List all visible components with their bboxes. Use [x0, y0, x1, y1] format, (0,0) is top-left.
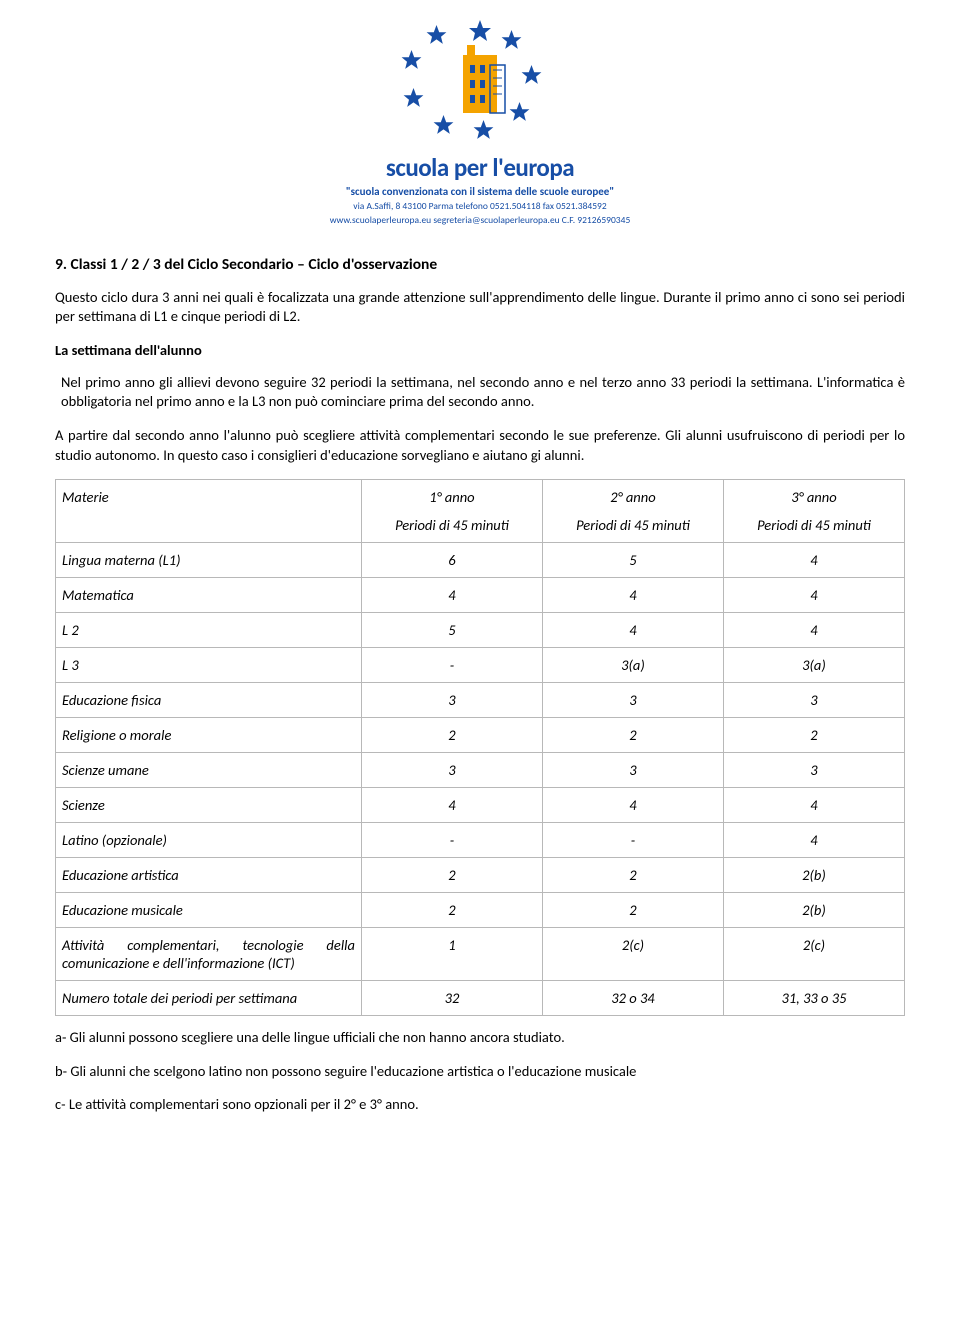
- header-year3-label: 3° anno: [730, 488, 898, 506]
- cell-year3: 2(b): [723, 858, 904, 893]
- table-body: Lingua materna (L1)654Matematica444L 254…: [56, 543, 905, 1016]
- footnote-a: a- Gli alunni possono scegliere una dell…: [55, 1028, 905, 1048]
- header-year3-sub: Periodi di 45 minuti: [757, 516, 871, 534]
- cell-year2: 4: [542, 788, 723, 823]
- header-subject-label: Materie: [62, 488, 109, 506]
- cell-subject: L 3: [56, 648, 362, 683]
- cell-year2: 2: [542, 858, 723, 893]
- cell-year3: 4: [723, 613, 904, 648]
- cell-year1: 3: [361, 683, 542, 718]
- cell-year2: 32 o 34: [542, 981, 723, 1016]
- cell-subject: Lingua materna (L1): [56, 543, 362, 578]
- footnote-b: b- Gli alunni che scelgono latino non po…: [55, 1062, 905, 1082]
- table-row: L 2544: [56, 613, 905, 648]
- cell-subject: Religione o morale: [56, 718, 362, 753]
- cell-year2: 2(c): [542, 928, 723, 981]
- cell-year3: 4: [723, 543, 904, 578]
- cell-year3: 4: [723, 578, 904, 613]
- col-header-subject: Materie: [56, 480, 362, 543]
- table-row: Educazione musicale222(b): [56, 893, 905, 928]
- cell-year3: 31, 33 o 35: [723, 981, 904, 1016]
- subsection-heading: La settimana dell'alunno: [55, 341, 905, 359]
- section-title: 9. Classi 1 / 2 / 3 del Ciclo Secondario…: [55, 255, 905, 274]
- timetable: Materie 1° anno Periodi di 45 minuti 2° …: [55, 479, 905, 1016]
- logo-address-1: via A.Saffi, 8 43100 Parma telefono 0521…: [55, 200, 905, 212]
- logo-illustration: [395, 20, 565, 150]
- cell-year3: 3: [723, 753, 904, 788]
- cell-year1: 4: [361, 578, 542, 613]
- cell-year1: 32: [361, 981, 542, 1016]
- col-header-year3: 3° anno Periodi di 45 minuti: [723, 480, 904, 543]
- cell-year2: -: [542, 823, 723, 858]
- cell-year3: 4: [723, 823, 904, 858]
- cell-year1: 4: [361, 788, 542, 823]
- table-row: L 3-3(a)3(a): [56, 648, 905, 683]
- cell-year2: 3(a): [542, 648, 723, 683]
- cell-year2: 3: [542, 753, 723, 788]
- cell-year1: 2: [361, 893, 542, 928]
- table-row: Matematica444: [56, 578, 905, 613]
- footnote-c: c- Le attività complementari sono opzion…: [55, 1095, 905, 1115]
- cell-subject: Scienze: [56, 788, 362, 823]
- cell-year1: -: [361, 823, 542, 858]
- intro-paragraph-1: Questo ciclo dura 3 anni nei quali è foc…: [55, 288, 905, 327]
- table-row: Attività complementari, tecnologie della…: [56, 928, 905, 981]
- cell-year3: 2: [723, 718, 904, 753]
- cell-year3: 3: [723, 683, 904, 718]
- cell-year1: 6: [361, 543, 542, 578]
- logo-subtitle: "scuola convenzionata con il sistema del…: [55, 185, 905, 198]
- cell-year2: 4: [542, 613, 723, 648]
- cell-year3: 2(b): [723, 893, 904, 928]
- cell-year3: 2(c): [723, 928, 904, 981]
- cell-subject: Scienze umane: [56, 753, 362, 788]
- table-row: Scienze444: [56, 788, 905, 823]
- table-row: Latino (opzionale)--4: [56, 823, 905, 858]
- cell-year3: 4: [723, 788, 904, 823]
- header-year1-sub: Periodi di 45 minuti: [395, 516, 509, 534]
- cell-subject: Educazione artistica: [56, 858, 362, 893]
- header-year2-label: 2° anno: [549, 488, 717, 506]
- table-row: Educazione fisica333: [56, 683, 905, 718]
- cell-year3: 3(a): [723, 648, 904, 683]
- cell-year2: 5: [542, 543, 723, 578]
- cell-subject: Matematica: [56, 578, 362, 613]
- table-header-row: Materie 1° anno Periodi di 45 minuti 2° …: [56, 480, 905, 543]
- cell-subject: Latino (opzionale): [56, 823, 362, 858]
- cell-year1: 3: [361, 753, 542, 788]
- table-row: Educazione artistica222(b): [56, 858, 905, 893]
- col-header-year1: 1° anno Periodi di 45 minuti: [361, 480, 542, 543]
- logo-title: scuola per l'europa: [55, 152, 905, 183]
- intro-paragraph-3: A partire dal secondo anno l'alunno può …: [55, 426, 905, 465]
- cell-year2: 2: [542, 893, 723, 928]
- header-year2-sub: Periodi di 45 minuti: [576, 516, 690, 534]
- header-logo-block: scuola per l'europa "scuola convenzionat…: [55, 20, 905, 227]
- cell-year1: 2: [361, 858, 542, 893]
- intro-paragraph-2: Nel primo anno gli allievi devono seguir…: [55, 373, 905, 412]
- cell-subject: Attività complementari, tecnologie della…: [56, 928, 362, 981]
- cell-year2: 2: [542, 718, 723, 753]
- cell-year1: 2: [361, 718, 542, 753]
- cell-year1: 5: [361, 613, 542, 648]
- table-row: Religione o morale222: [56, 718, 905, 753]
- cell-year1: -: [361, 648, 542, 683]
- cell-subject: Educazione musicale: [56, 893, 362, 928]
- cell-subject: L 2: [56, 613, 362, 648]
- header-year1-label: 1° anno: [368, 488, 536, 506]
- table-row: Numero totale dei periodi per settimana3…: [56, 981, 905, 1016]
- table-row: Scienze umane333: [56, 753, 905, 788]
- cell-subject: Numero totale dei periodi per settimana: [56, 981, 362, 1016]
- cell-year2: 4: [542, 578, 723, 613]
- col-header-year2: 2° anno Periodi di 45 minuti: [542, 480, 723, 543]
- table-row: Lingua materna (L1)654: [56, 543, 905, 578]
- logo-address-2: www.scuolaperleuropa.eu segreteria@scuol…: [55, 214, 905, 226]
- cell-year1: 1: [361, 928, 542, 981]
- cell-year2: 3: [542, 683, 723, 718]
- cell-subject: Educazione fisica: [56, 683, 362, 718]
